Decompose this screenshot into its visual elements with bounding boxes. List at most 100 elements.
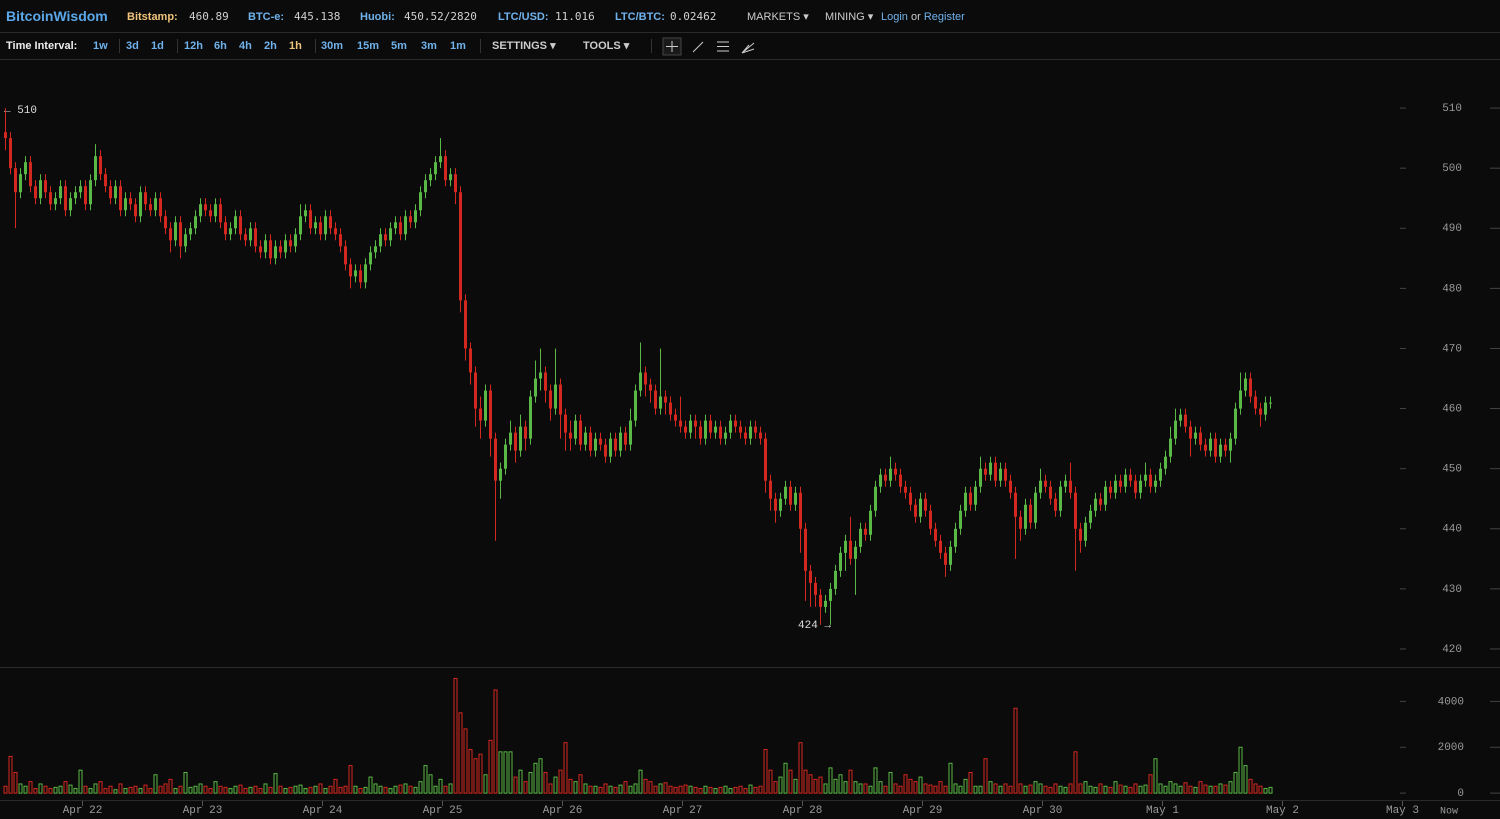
interval-button[interactable]: 15m [357, 40, 380, 52]
candle-body [1134, 480, 1137, 493]
volume-bar [338, 786, 343, 794]
volume-bar [708, 786, 713, 794]
interval-button[interactable]: 12h [184, 40, 203, 52]
volume-bar [603, 783, 608, 794]
candle-body [139, 192, 142, 217]
volume-bar [463, 728, 468, 794]
volume-bar [1243, 765, 1248, 794]
volume-bar [428, 774, 433, 794]
interval-button[interactable]: 1m [450, 40, 466, 52]
volume-bar [713, 788, 718, 794]
menu[interactable]: MARKETS ▾ [747, 11, 809, 23]
candle-body [854, 546, 857, 559]
volume-bar [208, 788, 213, 794]
candle-body [1109, 486, 1112, 493]
settings[interactable]: SETTINGS ▾ [492, 40, 556, 52]
toolbar [0, 33, 1500, 60]
volume-bar [1163, 785, 1168, 794]
volume-bar [398, 784, 403, 794]
ticker-label: LTC/BTC: [615, 11, 665, 23]
candle-body [214, 204, 217, 217]
candle-body [909, 492, 912, 505]
candle-body [459, 192, 462, 301]
candle-body [254, 228, 257, 247]
y-tick-label: 480 [1442, 283, 1462, 295]
candle-body [774, 498, 777, 511]
volume-bar [1098, 783, 1103, 794]
volume-bar [983, 758, 988, 794]
x-tick-label: Apr 23 [183, 805, 223, 817]
candle-body [924, 498, 927, 511]
candle-body [349, 264, 352, 277]
volume-bar [703, 785, 708, 794]
candle-body [709, 420, 712, 433]
volume-bar [108, 785, 113, 794]
candle-body [1034, 492, 1037, 523]
volume-bar [563, 742, 568, 794]
fan-tool[interactable] [741, 42, 755, 54]
candle-body [324, 216, 327, 235]
candle-body [809, 570, 812, 583]
volume-bar [1008, 785, 1013, 794]
volume-bar [158, 785, 163, 794]
volume-bar [123, 788, 128, 794]
volume-bar [408, 785, 413, 794]
now-label: Now [1440, 807, 1458, 818]
candle-body [1099, 498, 1102, 505]
interval-button[interactable]: 1d [151, 40, 164, 52]
register[interactable]: Register [923, 11, 965, 23]
candle-body [469, 348, 472, 373]
interval-button[interactable]: 1h [289, 40, 302, 52]
candle-body [379, 234, 382, 247]
candle-body [134, 204, 137, 217]
candle-body [29, 162, 32, 187]
line-tool[interactable] [692, 41, 704, 53]
volume-bar [578, 774, 583, 794]
interval-button[interactable]: 5m [391, 40, 407, 52]
candle-body [184, 234, 187, 247]
interval-button[interactable]: 3m [421, 40, 437, 52]
volume-bar [483, 774, 488, 794]
interval-button[interactable]: 2h [264, 40, 277, 52]
tools[interactable]: TOOLS ▾ [583, 40, 630, 52]
candle-body [974, 486, 977, 505]
candle-body [1144, 474, 1147, 481]
volume-bar [243, 788, 248, 794]
candle-body [474, 372, 477, 409]
interval-button[interactable]: 6h [214, 40, 227, 52]
volume-bar [1143, 784, 1148, 794]
candle-body [1104, 486, 1107, 505]
volume-bar [1138, 785, 1143, 794]
separator [651, 39, 652, 53]
interval-button[interactable]: 3d [126, 40, 139, 52]
volume-bar [248, 786, 253, 794]
volume-bar [278, 785, 283, 794]
volume-bar [1078, 783, 1083, 794]
interval-button[interactable]: 30m [321, 40, 344, 52]
volume-bar [1028, 784, 1033, 794]
candle-body [79, 186, 82, 193]
candle-body [339, 234, 342, 247]
candle-body [594, 438, 597, 451]
candle-body [789, 486, 792, 505]
y-tick-label: 440 [1442, 524, 1462, 536]
candle-body [419, 192, 422, 211]
volume-bar [868, 785, 873, 794]
brand[interactable]: BitcoinWisdom [6, 8, 108, 24]
candle-body [534, 378, 537, 397]
candle-body [389, 228, 392, 241]
interval-button[interactable]: 4h [239, 40, 252, 52]
volume-bar [1088, 785, 1093, 794]
volume-bar [643, 778, 648, 794]
hline-tool[interactable] [717, 41, 729, 52]
ticker-label: LTC/USD: [498, 11, 549, 23]
volume-bar [553, 776, 558, 794]
menu[interactable]: MINING ▾ [825, 11, 874, 23]
candle-body [964, 492, 967, 511]
interval-button[interactable]: 1w [93, 40, 108, 52]
candle-body [489, 390, 492, 439]
candle-body [194, 216, 197, 229]
or: or [910, 11, 921, 23]
login[interactable]: Login [881, 11, 908, 23]
